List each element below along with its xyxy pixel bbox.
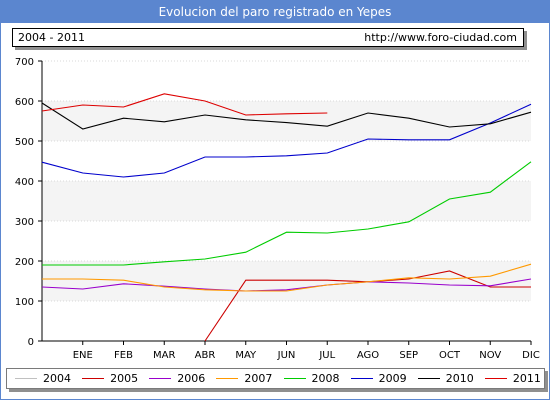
x-tick-label: JUN bbox=[277, 350, 296, 361]
legend-label: 2007 bbox=[244, 372, 273, 385]
legend-swatch bbox=[484, 378, 507, 379]
legend-swatch bbox=[82, 378, 105, 379]
legend-swatch bbox=[417, 378, 440, 379]
chart-title: Evolucion del paro registrado en Yepes bbox=[1, 1, 549, 23]
grid-band bbox=[42, 181, 531, 221]
y-tick-label: 700 bbox=[15, 57, 34, 68]
x-tick-label: ENE bbox=[73, 350, 93, 361]
series-line-2010 bbox=[41, 102, 532, 130]
series-line-2006 bbox=[41, 278, 532, 292]
legend-label: 2009 bbox=[378, 372, 407, 385]
y-tick-label: 500 bbox=[15, 137, 34, 148]
legend-label: 2004 bbox=[43, 372, 71, 385]
legend-swatch bbox=[15, 378, 37, 379]
legend-label: 2006 bbox=[177, 372, 206, 385]
y-tick-label: 300 bbox=[15, 217, 34, 228]
x-tick-label: FEB bbox=[114, 350, 133, 361]
legend-swatch bbox=[283, 378, 306, 379]
legend-label: 2008 bbox=[311, 372, 340, 385]
y-tick-label: 100 bbox=[15, 297, 34, 308]
x-tick-label: SEP bbox=[399, 350, 418, 361]
x-tick-label: JUL bbox=[318, 350, 335, 361]
legend-swatch bbox=[216, 378, 239, 379]
legend-label: 2010 bbox=[445, 372, 474, 385]
y-tick-label: 0 bbox=[28, 337, 34, 348]
x-tick-label: OCT bbox=[439, 350, 461, 361]
series-line-2007 bbox=[42, 263, 532, 292]
grid-band bbox=[42, 101, 531, 141]
x-tick-label: AGO bbox=[357, 350, 379, 361]
x-tick-label: ABR bbox=[195, 350, 216, 361]
x-tick-label: DIC bbox=[522, 350, 540, 361]
series-line-2011 bbox=[41, 93, 328, 116]
legend-swatch bbox=[350, 378, 373, 379]
legend-swatch bbox=[149, 378, 172, 379]
legend-label: 2011 bbox=[512, 372, 541, 385]
y-tick-label: 200 bbox=[15, 257, 34, 268]
x-tick-label: MAR bbox=[153, 350, 175, 361]
y-tick-label: 400 bbox=[15, 177, 34, 188]
source-url[interactable]: http://www.foro-ciudad.com bbox=[364, 31, 517, 44]
legend-label: 2005 bbox=[110, 372, 139, 385]
x-tick-label: NOV bbox=[479, 350, 501, 361]
period-label: 2004 - 2011 bbox=[18, 31, 85, 44]
series-line-2009 bbox=[41, 103, 532, 178]
x-tick-label: MAY bbox=[235, 350, 257, 361]
legend: 2004 2005 2006 2007 2008 2009 2010 2011 bbox=[6, 368, 545, 389]
y-tick-label: 600 bbox=[15, 97, 34, 108]
grid-band bbox=[42, 261, 531, 301]
series-line-2008 bbox=[42, 161, 532, 266]
info-bar: 2004 - 2011 http://www.foro-ciudad.com bbox=[12, 28, 524, 47]
